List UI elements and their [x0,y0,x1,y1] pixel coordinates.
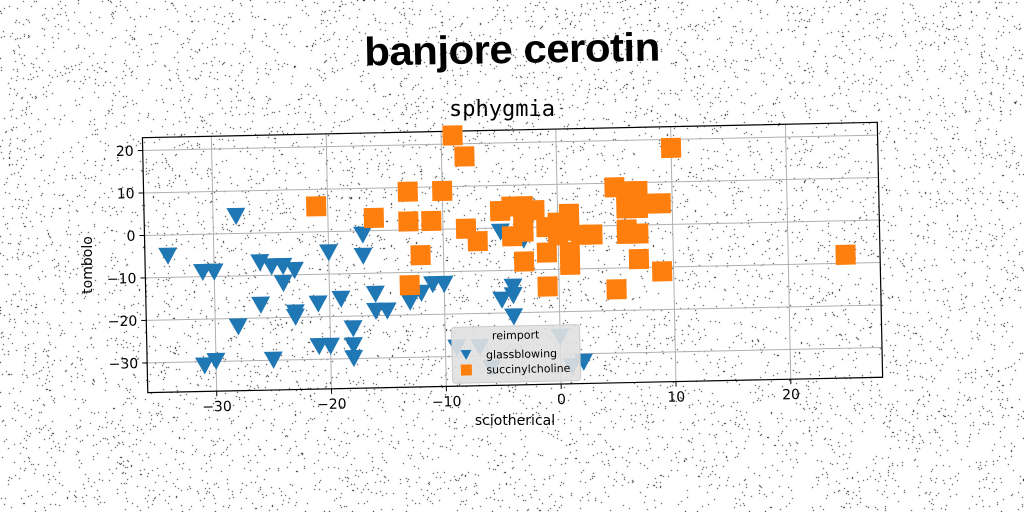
triangle-marker [285,308,305,326]
axis-ticks: −30 −20 −10 0 10 20 −30 −20 −10 0 10 20 [107,144,800,416]
x-tick-label: 10 [667,389,685,405]
triangle-marker [194,357,214,375]
x-tick-label: −30 [202,399,232,416]
square-marker [467,231,488,252]
triangle-marker [331,290,351,308]
triangle-marker [353,247,373,265]
square-marker [432,180,453,202]
square-marker [397,181,418,202]
square-marker [398,211,419,232]
triangle-marker [228,318,248,336]
legend-box [451,324,582,384]
square-marker [660,137,682,159]
square-marker [305,196,327,217]
triangle-marker [343,320,363,338]
triangle-marker [503,278,523,296]
grid-line-x [440,131,447,387]
triangle-marker [309,337,329,356]
triangle-marker [158,247,178,265]
grid-line-y [142,134,878,151]
y-axis-label: tombolo [80,236,96,294]
square-marker [559,254,581,275]
grid-line-x [670,126,677,382]
triangle-marker [308,295,328,313]
square-marker [558,203,580,225]
grid-line-x [784,124,792,380]
legend-entry-label: succinylcholine [486,362,570,377]
triangle-marker [204,263,224,281]
triangle-marker [251,296,271,314]
triangle-marker [263,351,283,369]
triangle-marker [343,337,363,355]
triangle-marker [206,352,226,371]
square-marker [536,242,558,263]
triangle-marker [377,302,397,320]
triangle-marker [353,226,373,244]
square-marker [363,207,385,229]
x-tick-label: 20 [782,387,800,403]
grid-line-y [145,262,881,279]
triangle-marker [344,349,364,368]
y-tick-label: −10 [107,271,137,288]
triangle-marker [250,254,270,272]
y-tick-label: −30 [108,356,138,373]
square-marker [421,210,442,232]
square-marker [628,248,650,270]
x-tick-label: −10 [432,394,462,411]
triangle-marker [226,207,246,226]
y-tick-label: 0 [126,229,135,245]
axes-frame [141,121,884,394]
triangle-marker [273,274,293,293]
grid-line-y [143,177,879,194]
triangle-marker [365,285,385,303]
y-tick-label: 20 [116,144,134,160]
triangle-marker [400,293,420,311]
x-tick-label: 0 [557,392,566,408]
triangle-marker [318,244,338,262]
triangle-marker [503,286,523,305]
square-marker [582,224,603,245]
legend-entry-label: glassblowing [486,347,557,361]
chart-title: sphygmia [449,97,555,122]
triangle-marker [504,308,524,326]
triangle-marker [492,291,512,309]
x-axis-label: sciotherical [475,413,555,429]
square-marker [606,279,627,300]
legend-title: reimport [492,328,540,342]
square-marker [651,261,673,282]
legend-triangle-icon [460,349,472,360]
square-marker [524,200,545,221]
triangle-marker [434,275,454,293]
square-marker [835,244,856,265]
x-tick-label: −20 [317,396,347,413]
data-points [158,125,856,377]
square-marker [454,146,475,167]
square-marker [650,193,671,214]
square-marker [399,274,420,296]
square-marker [513,251,535,272]
square-marker [410,244,431,266]
triangle-marker [273,257,293,276]
y-tick-label: 10 [117,186,135,202]
square-marker [442,125,463,146]
square-marker [537,276,558,297]
square-marker [628,223,649,244]
y-tick-label: −20 [108,314,138,331]
triangle-marker [284,261,304,280]
square-marker [513,221,534,242]
legend-square-icon [460,364,472,376]
